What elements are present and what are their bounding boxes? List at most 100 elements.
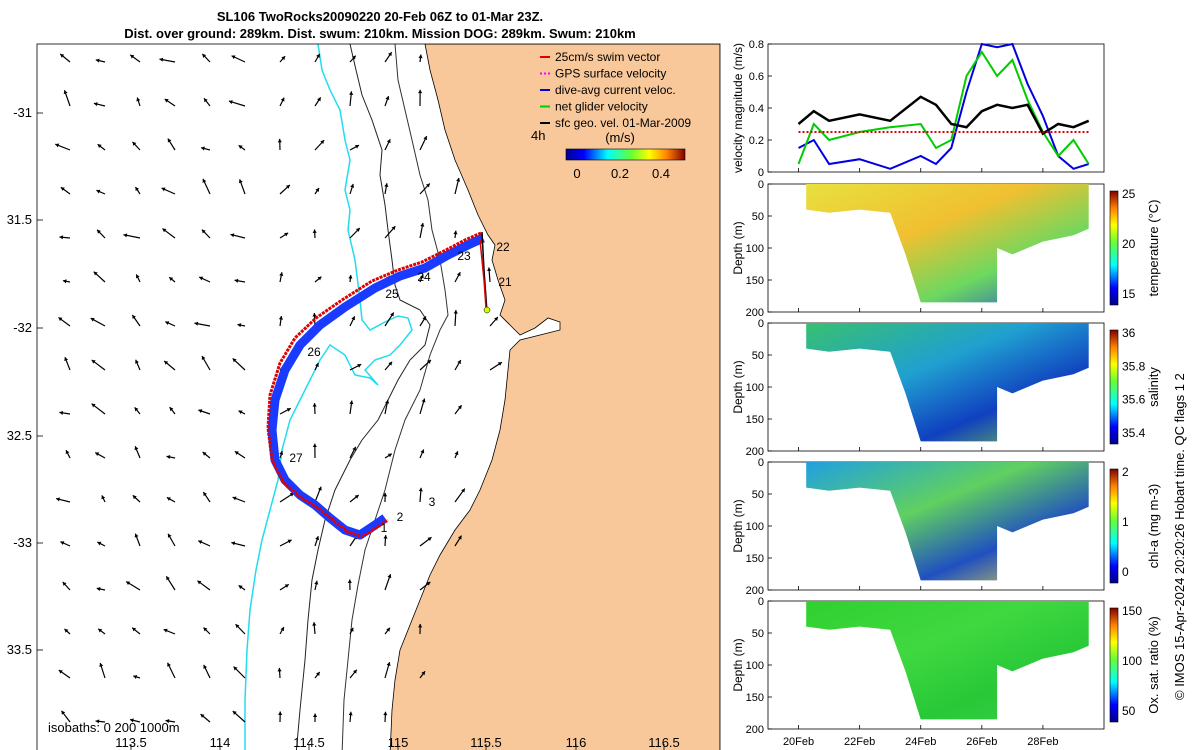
map-y-tick-label: -31 xyxy=(13,105,32,120)
depth-tick-label: 0 xyxy=(758,318,764,330)
velocity-arrow-head xyxy=(235,624,240,629)
velocity-arrow-head xyxy=(232,496,237,501)
velocity-arrow-head xyxy=(198,540,203,544)
colorbar-tick-labels: 0 0.2 0.4 xyxy=(573,166,670,181)
map-y-tick-label: 31.5 xyxy=(7,212,32,227)
section-colorbar xyxy=(1109,329,1119,445)
time-tick-label: 28Feb xyxy=(1027,736,1058,748)
map-x-tick-label: 116 xyxy=(566,735,587,750)
velocity-axes xyxy=(767,43,1105,173)
time-tick-label: 24Feb xyxy=(905,736,936,748)
velocity-arrow-head xyxy=(313,713,318,718)
velocity-arrow-head xyxy=(278,711,283,715)
colorbar-label: chl-a (mg m-3) xyxy=(1146,484,1161,569)
velocity-arrow-head xyxy=(169,277,174,281)
velocity-arrow-head xyxy=(95,452,100,457)
velocity-arrow-head xyxy=(130,54,135,59)
velocity-arrow-head xyxy=(278,316,283,320)
velocity-arrow-head xyxy=(202,53,207,58)
velocity-arrow-head xyxy=(134,533,139,538)
velocity-arrow-head xyxy=(385,96,390,101)
depth-axis-label: Depth (m) xyxy=(731,638,745,691)
map-y-tick-label: 33.5 xyxy=(7,642,32,657)
velocity-arrow-head xyxy=(61,710,66,715)
velocity-arrow-head xyxy=(281,56,286,61)
velocity-arrow-head xyxy=(101,495,106,500)
depth-tick-label: 200 xyxy=(746,446,764,458)
section-colorbar xyxy=(1109,190,1119,306)
time-tick-label: 26Feb xyxy=(966,736,997,748)
velocity-arrow-head xyxy=(287,539,292,544)
velocity-arrow-head xyxy=(312,229,317,234)
velocity-arrow-head xyxy=(59,235,64,240)
velocity-arrow-head xyxy=(96,587,101,592)
glider-track-red xyxy=(266,231,482,539)
velocity-arrow-head xyxy=(456,272,461,277)
velocity-arrow-head xyxy=(317,97,321,102)
map-x-tick-labels: 113.5 114 114.5 115 115.5 116 116.5 xyxy=(115,735,680,750)
velocity-arrow-head xyxy=(132,495,137,500)
velocity-arrow-head xyxy=(64,628,69,633)
velocity-arrow-head xyxy=(203,492,207,497)
velocity-arrow-head xyxy=(203,627,208,632)
velocity-arrow-head xyxy=(387,574,392,579)
map-x-tick-label: 115 xyxy=(388,735,409,750)
depth-tick-label: 200 xyxy=(746,724,764,736)
speed-colorbar xyxy=(565,148,686,161)
velocity-arrow-head xyxy=(427,537,432,541)
velocity-arrow-head xyxy=(64,357,69,362)
velocity-arrow-head xyxy=(132,315,137,319)
section-data-field xyxy=(806,601,1089,720)
map-frame xyxy=(36,43,721,750)
colorbar-tick-label: 2 xyxy=(1122,465,1129,479)
velocity-arrow-head xyxy=(231,541,236,546)
time-tick-labels: 20Feb 22Feb 24Feb 26Feb 28Feb xyxy=(783,168,1059,748)
velocity-arrow-head xyxy=(234,451,239,455)
depth-tick-label: 50 xyxy=(752,628,764,640)
velocity-arrow-head xyxy=(60,54,65,58)
velocity-arrow-head xyxy=(162,228,167,233)
legend-label: net glider velocity xyxy=(555,100,648,114)
depth-tick-label: 50 xyxy=(752,350,764,362)
velocity-arrow-head xyxy=(349,91,354,95)
velocity-arrow-head xyxy=(494,316,498,321)
velocity-arrow-head xyxy=(317,276,322,281)
velocity-arrow-head xyxy=(457,535,462,540)
velocity-arrow-head xyxy=(280,627,285,632)
velocity-arrow-head xyxy=(387,453,392,458)
depth-tick-label: 150 xyxy=(746,553,764,565)
velocity-series xyxy=(797,42,1090,170)
section-colorbar xyxy=(1109,468,1119,584)
glider-end-marker xyxy=(483,306,491,314)
velocity-arrow-head xyxy=(421,398,426,403)
section-panel-oxygen: 0 50 100 150 200 Depth (m) 50 100 150 Ox. sat. ra… xyxy=(731,596,1161,736)
velocity-arrow-head xyxy=(163,628,168,633)
velocity-arrow-head xyxy=(238,179,243,184)
velocity-arrow-head xyxy=(315,671,320,676)
section-data-field xyxy=(806,462,1089,581)
velocity-arrow-head xyxy=(95,719,100,724)
velocity-arrow-head xyxy=(201,355,206,360)
velocity-arrow-head xyxy=(90,318,95,322)
velocity-arrow-head xyxy=(60,541,65,545)
velocity-arrow-head xyxy=(232,358,237,363)
colorbar-tick-label: 25 xyxy=(1122,187,1136,201)
velocity-arrow-head xyxy=(286,408,291,412)
velocity-arrow-head xyxy=(385,399,390,404)
velocity-arrow-head xyxy=(497,362,502,366)
velocity-arrow-head xyxy=(238,585,243,590)
velocity-arrow-head xyxy=(161,187,166,192)
map-x-tick-label: 113.5 xyxy=(115,735,147,750)
velocity-arrow-head xyxy=(93,271,98,276)
velocity-arrow-head xyxy=(390,312,394,317)
velocity-arrow-head xyxy=(60,187,65,191)
legend-label: GPS surface velocity xyxy=(555,67,666,81)
velocity-arrow-head xyxy=(420,449,425,454)
velocity-arrow-head xyxy=(55,143,60,148)
velocity-arrow-head xyxy=(167,662,171,667)
velocity-arrow-head xyxy=(383,492,388,497)
colorbar-label: temperature (°C) xyxy=(1146,200,1161,297)
velocity-series-line xyxy=(797,95,1090,136)
velocity-arrow-head xyxy=(238,410,243,415)
